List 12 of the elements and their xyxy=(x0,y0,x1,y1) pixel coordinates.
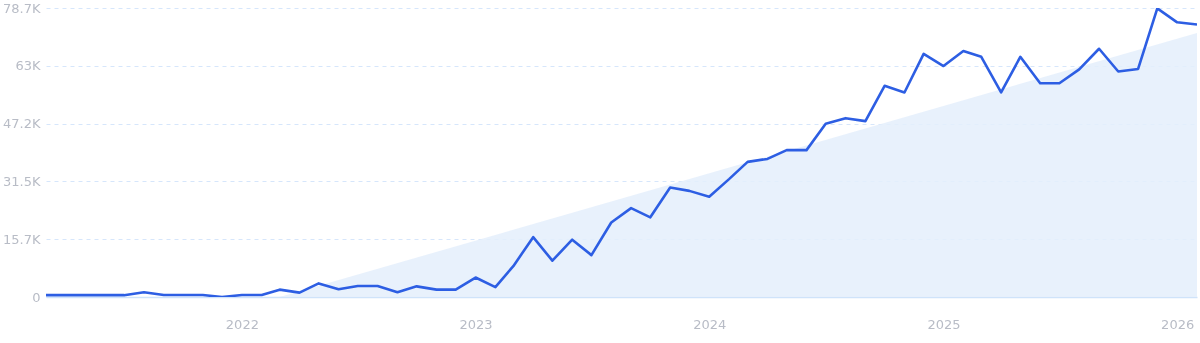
y-tick-label: 0 xyxy=(32,289,41,305)
x-tick-label: 2026 xyxy=(1161,316,1195,332)
line-series xyxy=(46,8,1197,297)
x-tick-label: 2025 xyxy=(927,316,961,332)
x-tick-label: 2024 xyxy=(693,316,727,332)
y-tick-label: 31.5K xyxy=(3,173,41,189)
y-tick-label: 63K xyxy=(15,58,41,74)
y-tick-label: 15.7K xyxy=(3,231,41,247)
x-tick-label: 2022 xyxy=(225,316,259,332)
y-tick-label: 78.7K xyxy=(3,0,41,16)
x-tick-label: 2023 xyxy=(459,316,493,332)
y-tick-label: 47.2K xyxy=(3,116,41,132)
